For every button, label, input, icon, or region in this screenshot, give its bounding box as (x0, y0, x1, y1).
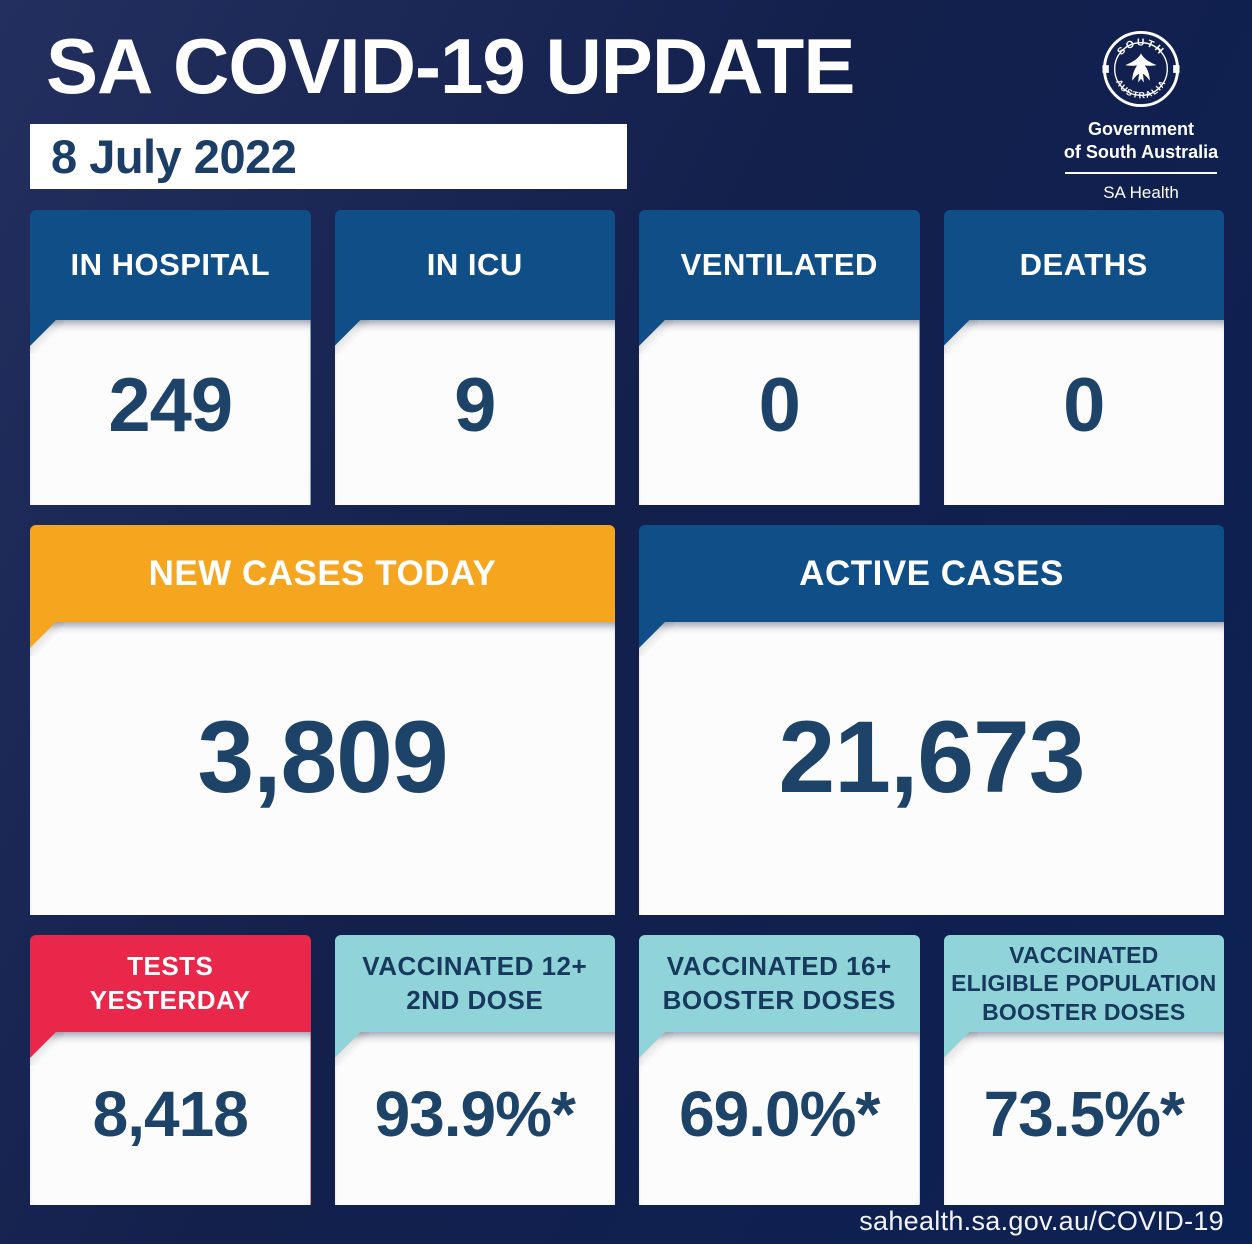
fold-shade (639, 320, 673, 354)
vaccinated-12plus-body: 93.9%* (334, 1032, 615, 1205)
fold-shade (639, 622, 673, 656)
in-icu-value: 9 (454, 363, 496, 448)
south-australia-emblem-icon: SOUTH AUSTRALIA (1102, 30, 1180, 108)
new-cases-body: 3,809 (30, 622, 615, 915)
vaccinated-eligible-booster-body: 73.5%* (943, 1032, 1224, 1205)
logo-divider (1065, 172, 1217, 174)
in-hospital-value: 249 (108, 363, 233, 448)
ventilated-value: 0 (758, 363, 801, 448)
vaccinated-16plus-booster-value: 69.0%* (679, 1077, 880, 1150)
fold-shade (334, 320, 369, 354)
in-icu-body: 9 (334, 320, 615, 505)
ventilated-body: 0 (639, 320, 920, 505)
tests-yesterday-body: 8,418 (30, 1032, 311, 1205)
stat-card-in-icu: IN ICU 9 (334, 210, 615, 505)
fold-shade (334, 1032, 369, 1066)
sa-health-label: SA Health (1103, 183, 1179, 202)
page-title: SA COVID-19 UPDATE (46, 25, 855, 108)
government-text: Government of South Australia (1064, 118, 1218, 163)
vaccinated-eligible-booster-value: 73.5%* (983, 1077, 1185, 1150)
fold-shade (943, 320, 978, 354)
active-cases-body: 21,673 (639, 622, 1224, 915)
vaccinated-12plus-card: VACCINATED 12+ 2ND DOSE 93.9%* (334, 935, 615, 1205)
vaccinated-16plus-booster-card: VACCINATED 16+ BOOSTER DOSES 69.0%* (639, 935, 920, 1205)
title-rest: COVID-19 UPDATE (173, 22, 855, 110)
vaccinated-16plus-booster-label: VACCINATED 16+ BOOSTER DOSES (662, 951, 896, 1015)
in-hospital-body: 249 (30, 320, 311, 505)
fold-shade (30, 622, 64, 656)
vaccinated-16plus-booster-body: 69.0%* (639, 1032, 920, 1205)
tests-yesterday-card: TESTS YESTERDAY 8,418 (30, 935, 311, 1205)
stat-card-deaths: DEATHS 0 (943, 210, 1224, 505)
date-text: 8 July 2022 (51, 130, 297, 183)
new-cases-label: NEW CASES TODAY (148, 553, 497, 593)
deaths-value: 0 (1063, 363, 1105, 448)
tests-yesterday-value: 8,418 (92, 1077, 249, 1150)
deaths-label: DEATHS (1019, 247, 1148, 282)
fold-shade (30, 1032, 64, 1066)
government-line1: Government (1087, 119, 1195, 139)
vaccinated-12plus-value: 93.9%* (374, 1077, 576, 1150)
footer-url: sahealth.sa.gov.au/COVID-19 (859, 1206, 1224, 1236)
highlight-cards-row: NEW CASES TODAY 3,809 ACTIVE CASES 21,67… (30, 525, 1224, 915)
vaccinated-eligible-booster-card: VACCINATED ELIGIBLE POPULATION BOOSTER D… (943, 935, 1224, 1205)
in-hospital-label: IN HOSPITAL (70, 247, 271, 282)
active-cases-value: 21,673 (778, 700, 1086, 814)
piping-shrike-bird-icon (1125, 53, 1157, 83)
fold-shade (943, 1032, 978, 1066)
fold-shade (639, 1032, 673, 1066)
ventilated-label: VENTILATED (680, 247, 878, 282)
fold-shade (30, 320, 64, 354)
in-icu-label: IN ICU (426, 247, 523, 282)
stat-card-in-hospital: IN HOSPITAL 249 (30, 210, 311, 505)
vaccinated-12plus-label: VACCINATED 12+ 2ND DOSE (362, 951, 588, 1015)
stat-cards-row: IN HOSPITAL 249 IN ICU 9 VENTILATED 0 DE… (30, 210, 1224, 505)
tests-yesterday-label: TESTS YESTERDAY (89, 951, 251, 1015)
vaccination-cards-row: TESTS YESTERDAY 8,418 VACCINATED 12+ 2ND… (30, 935, 1224, 1205)
sa-government-logo: SOUTH AUSTRALIA Government of South Aust… (1058, 30, 1224, 203)
date-banner: 8 July 2022 (30, 124, 627, 189)
vaccinated-eligible-booster-label: VACCINATED ELIGIBLE POPULATION BOOSTER D… (951, 942, 1217, 1025)
svg-text:AUSTRALIA: AUSTRALIA (1114, 78, 1168, 101)
title-prefix: SA (46, 22, 153, 110)
government-line2: of South Australia (1063, 141, 1219, 162)
active-cases-card: ACTIVE CASES 21,673 (639, 525, 1224, 915)
new-cases-value: 3,809 (197, 700, 448, 814)
deaths-body: 0 (943, 320, 1224, 505)
stat-card-ventilated: VENTILATED 0 (639, 210, 920, 505)
new-cases-card: NEW CASES TODAY 3,809 (30, 525, 615, 915)
active-cases-label: ACTIVE CASES (799, 553, 1064, 593)
